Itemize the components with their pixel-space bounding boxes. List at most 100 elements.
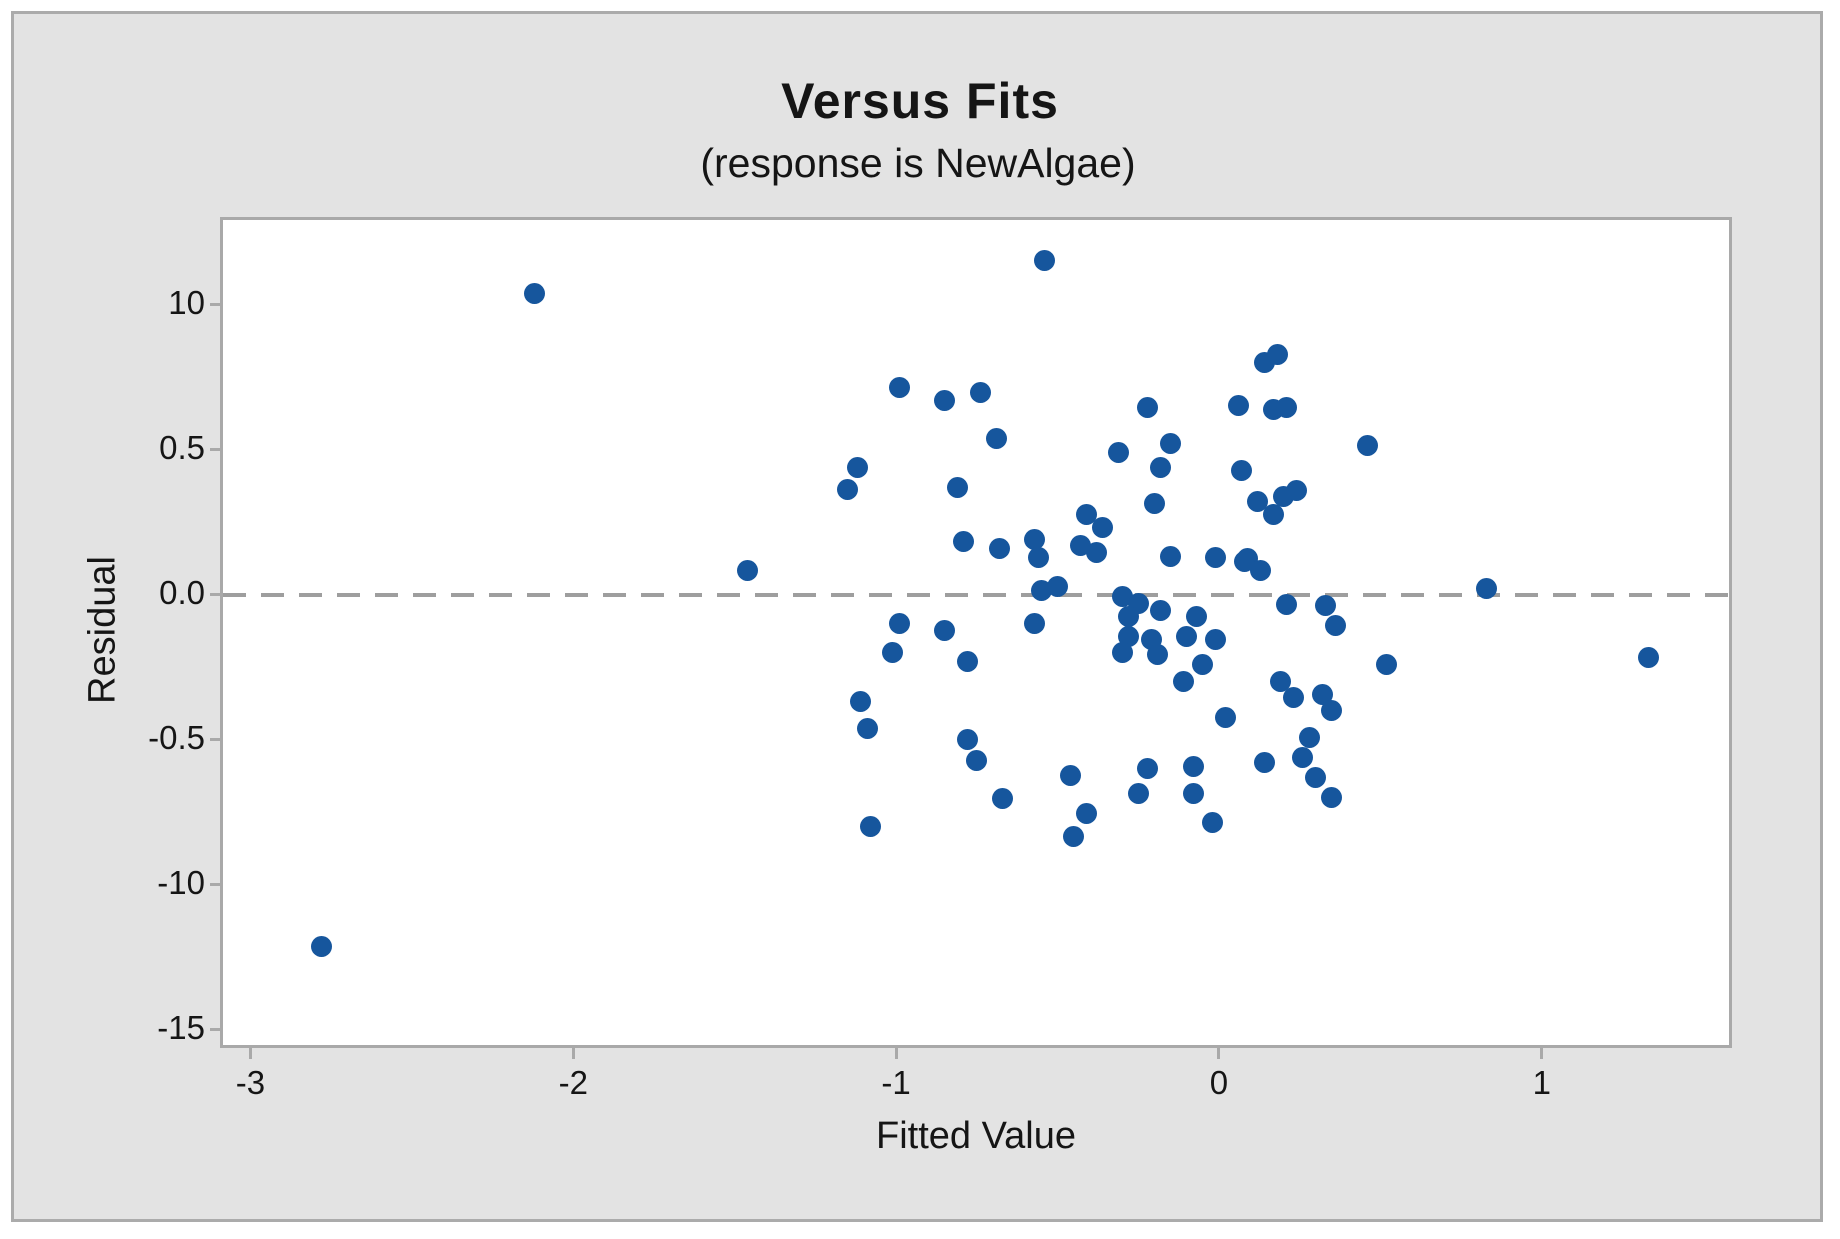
data-point[interactable] xyxy=(1111,641,1133,663)
data-point[interactable] xyxy=(1069,534,1091,556)
data-point[interactable] xyxy=(1182,756,1204,778)
y-axis-tick-label: 10 xyxy=(168,283,205,321)
data-point[interactable] xyxy=(1176,626,1198,648)
data-point[interactable] xyxy=(856,718,878,740)
data-point[interactable] xyxy=(988,538,1010,560)
data-point[interactable] xyxy=(1205,629,1227,651)
data-point[interactable] xyxy=(992,788,1014,810)
data-point[interactable] xyxy=(1250,559,1272,581)
data-point[interactable] xyxy=(1024,612,1046,634)
data-point[interactable] xyxy=(946,476,968,498)
data-point[interactable] xyxy=(1160,546,1181,568)
data-point[interactable] xyxy=(1147,644,1169,666)
data-point[interactable] xyxy=(888,376,910,398)
data-point[interactable] xyxy=(837,479,859,501)
y-axis-tick-label: 0.0 xyxy=(159,573,205,611)
data-point[interactable] xyxy=(1118,606,1140,628)
data-point[interactable] xyxy=(859,815,881,837)
data-point[interactable] xyxy=(1263,504,1285,526)
x-axis-title: Fitted Value xyxy=(876,1115,1076,1157)
data-point[interactable] xyxy=(1285,480,1307,502)
data-point[interactable] xyxy=(1027,547,1049,569)
plot-area[interactable] xyxy=(220,217,1732,1048)
data-point[interactable] xyxy=(1024,529,1046,551)
y-axis-tick xyxy=(210,303,223,307)
data-point[interactable] xyxy=(1476,578,1498,600)
y-axis-tick xyxy=(210,593,223,597)
data-point[interactable] xyxy=(1127,782,1149,804)
data-point[interactable] xyxy=(1030,579,1052,601)
data-point[interactable] xyxy=(1234,551,1256,573)
data-point[interactable] xyxy=(1214,706,1236,728)
data-point[interactable] xyxy=(1150,457,1172,479)
data-point[interactable] xyxy=(1076,802,1098,824)
data-point[interactable] xyxy=(1305,766,1327,788)
data-point[interactable] xyxy=(1182,782,1204,804)
data-point[interactable] xyxy=(1172,671,1194,693)
data-point[interactable] xyxy=(956,650,978,672)
data-point[interactable] xyxy=(934,619,956,641)
data-point[interactable] xyxy=(1247,491,1269,513)
data-point[interactable] xyxy=(1298,726,1320,748)
data-point[interactable] xyxy=(1111,586,1133,608)
data-point[interactable] xyxy=(1314,595,1336,617)
y-axis-tick-label: -0.5 xyxy=(148,718,205,756)
y-axis-tick xyxy=(210,1028,223,1032)
data-point[interactable] xyxy=(882,642,904,664)
data-point[interactable] xyxy=(1201,811,1223,833)
x-axis-tick xyxy=(894,1047,898,1059)
y-axis-tick-label: -15 xyxy=(157,1008,205,1046)
data-point[interactable] xyxy=(956,729,978,751)
x-axis-tick-label: 1 xyxy=(1532,1064,1551,1101)
data-point[interactable] xyxy=(1076,504,1098,526)
data-point[interactable] xyxy=(737,559,759,581)
data-point[interactable] xyxy=(1034,249,1056,271)
data-point[interactable] xyxy=(969,382,991,404)
data-point[interactable] xyxy=(1108,442,1130,464)
data-point[interactable] xyxy=(1637,647,1659,669)
data-point[interactable] xyxy=(524,283,546,305)
data-point[interactable] xyxy=(846,456,868,478)
data-point[interactable] xyxy=(1092,517,1114,539)
data-point[interactable] xyxy=(850,690,872,712)
data-point[interactable] xyxy=(888,613,910,635)
data-point[interactable] xyxy=(1137,396,1159,418)
data-point[interactable] xyxy=(1276,396,1298,418)
x-axis-tick xyxy=(1540,1047,1544,1059)
data-point[interactable] xyxy=(310,936,332,958)
data-point[interactable] xyxy=(1282,686,1304,708)
data-point[interactable] xyxy=(966,750,988,772)
data-point[interactable] xyxy=(1192,654,1214,676)
data-point[interactable] xyxy=(1137,757,1159,779)
data-point[interactable] xyxy=(1376,654,1398,676)
data-point[interactable] xyxy=(1231,460,1253,482)
y-axis-tick-label: -10 xyxy=(157,863,205,901)
x-axis-tick xyxy=(571,1047,575,1059)
data-point[interactable] xyxy=(1266,344,1288,366)
data-point[interactable] xyxy=(1143,492,1165,514)
data-point[interactable] xyxy=(985,427,1007,449)
data-point[interactable] xyxy=(1324,615,1346,637)
data-point[interactable] xyxy=(1059,764,1081,786)
data-point[interactable] xyxy=(1269,671,1291,693)
data-point[interactable] xyxy=(1292,747,1314,769)
data-point[interactable] xyxy=(1205,547,1227,569)
x-axis-tick xyxy=(248,1047,252,1059)
data-point[interactable] xyxy=(1085,542,1107,564)
data-point[interactable] xyxy=(1227,395,1249,417)
data-point[interactable] xyxy=(1276,594,1298,616)
data-point[interactable] xyxy=(1253,752,1275,774)
data-point[interactable] xyxy=(1063,826,1085,848)
data-point[interactable] xyxy=(1321,699,1343,721)
data-point[interactable] xyxy=(1356,435,1378,457)
data-point[interactable] xyxy=(1160,433,1181,455)
data-point[interactable] xyxy=(934,390,956,412)
data-point[interactable] xyxy=(1047,576,1068,598)
data-point[interactable] xyxy=(1321,786,1343,808)
data-point[interactable] xyxy=(953,531,975,553)
zero-reference-line xyxy=(223,592,1729,597)
data-point[interactable] xyxy=(1185,606,1207,628)
data-point[interactable] xyxy=(1150,599,1172,621)
chart-subtitle: (response is NewAlgae) xyxy=(700,140,1136,186)
